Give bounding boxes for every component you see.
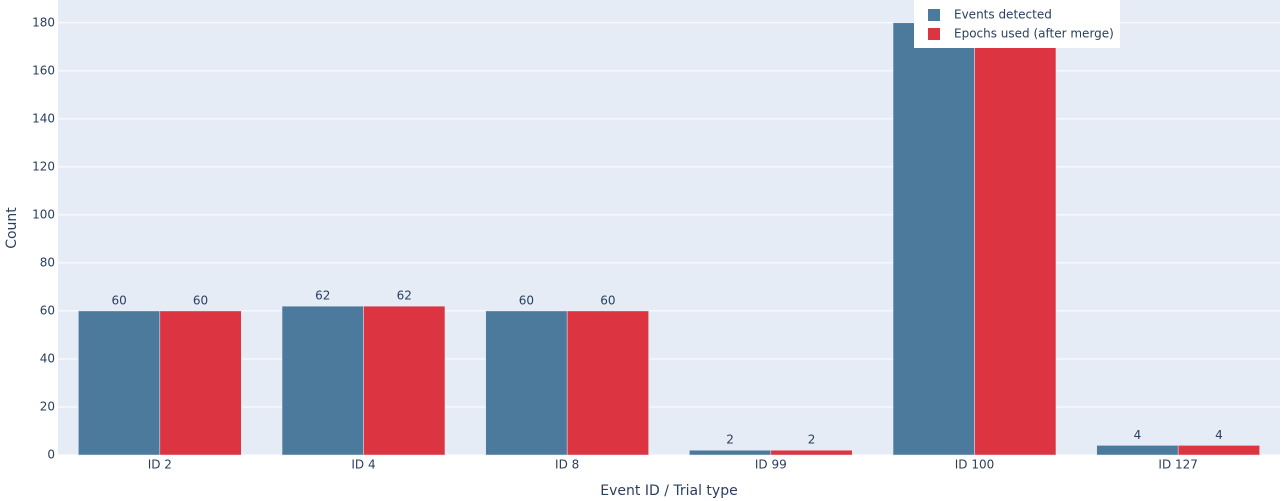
x-axis-title: Event ID / Trial type: [600, 483, 737, 499]
x-tick-label: ID 99: [755, 458, 787, 472]
y-tick-label: 160: [32, 63, 55, 77]
x-tick-label: ID 127: [1158, 458, 1198, 472]
bar: [159, 310, 242, 456]
data-label: 4: [1215, 428, 1223, 442]
y-tick-label: 20: [40, 399, 55, 413]
bar: [363, 305, 446, 456]
legend-swatch: [928, 9, 940, 21]
x-tick-label: ID 100: [955, 458, 995, 472]
y-tick-label: 100: [32, 207, 55, 221]
y-tick-label: 120: [32, 159, 55, 173]
legend-label: Events detected: [954, 8, 1052, 22]
x-tick-label: ID 2: [148, 458, 172, 472]
y-axis-title: Count: [4, 207, 20, 249]
y-tick-label: 140: [32, 111, 55, 125]
data-label: 2: [726, 433, 734, 447]
x-tick-label: ID 8: [555, 458, 579, 472]
y-tick-label: 180: [32, 15, 55, 29]
data-label: 60: [519, 293, 534, 307]
legend: Events detected Epochs used (after merge): [914, 0, 1120, 48]
legend-box: [914, 0, 1120, 48]
data-label: 60: [111, 293, 126, 307]
x-tick-label: ID 4: [351, 458, 375, 472]
data-label: 60: [193, 293, 208, 307]
legend-label: Epochs used (after merge): [954, 27, 1114, 41]
bar: [689, 449, 772, 456]
bar: [892, 22, 975, 456]
legend-swatch: [928, 28, 940, 40]
bar: [1177, 445, 1260, 456]
data-label: 62: [397, 289, 412, 303]
y-tick-label: 60: [40, 303, 55, 317]
bar: [566, 310, 649, 456]
y-tick-label: 80: [40, 255, 55, 269]
bars: [78, 22, 1260, 456]
bar: [485, 310, 568, 456]
bar: [974, 22, 1057, 456]
data-label: 4: [1134, 428, 1142, 442]
y-tick-label: 0: [47, 448, 55, 462]
bar: [770, 449, 853, 456]
data-label: 62: [315, 289, 330, 303]
bar: [78, 310, 161, 456]
plot-background: [58, 0, 1280, 455]
data-label: 2: [808, 433, 816, 447]
y-tick-label: 40: [40, 351, 55, 365]
bar: [1096, 445, 1179, 456]
data-label: 60: [600, 293, 615, 307]
bar: [281, 305, 364, 456]
